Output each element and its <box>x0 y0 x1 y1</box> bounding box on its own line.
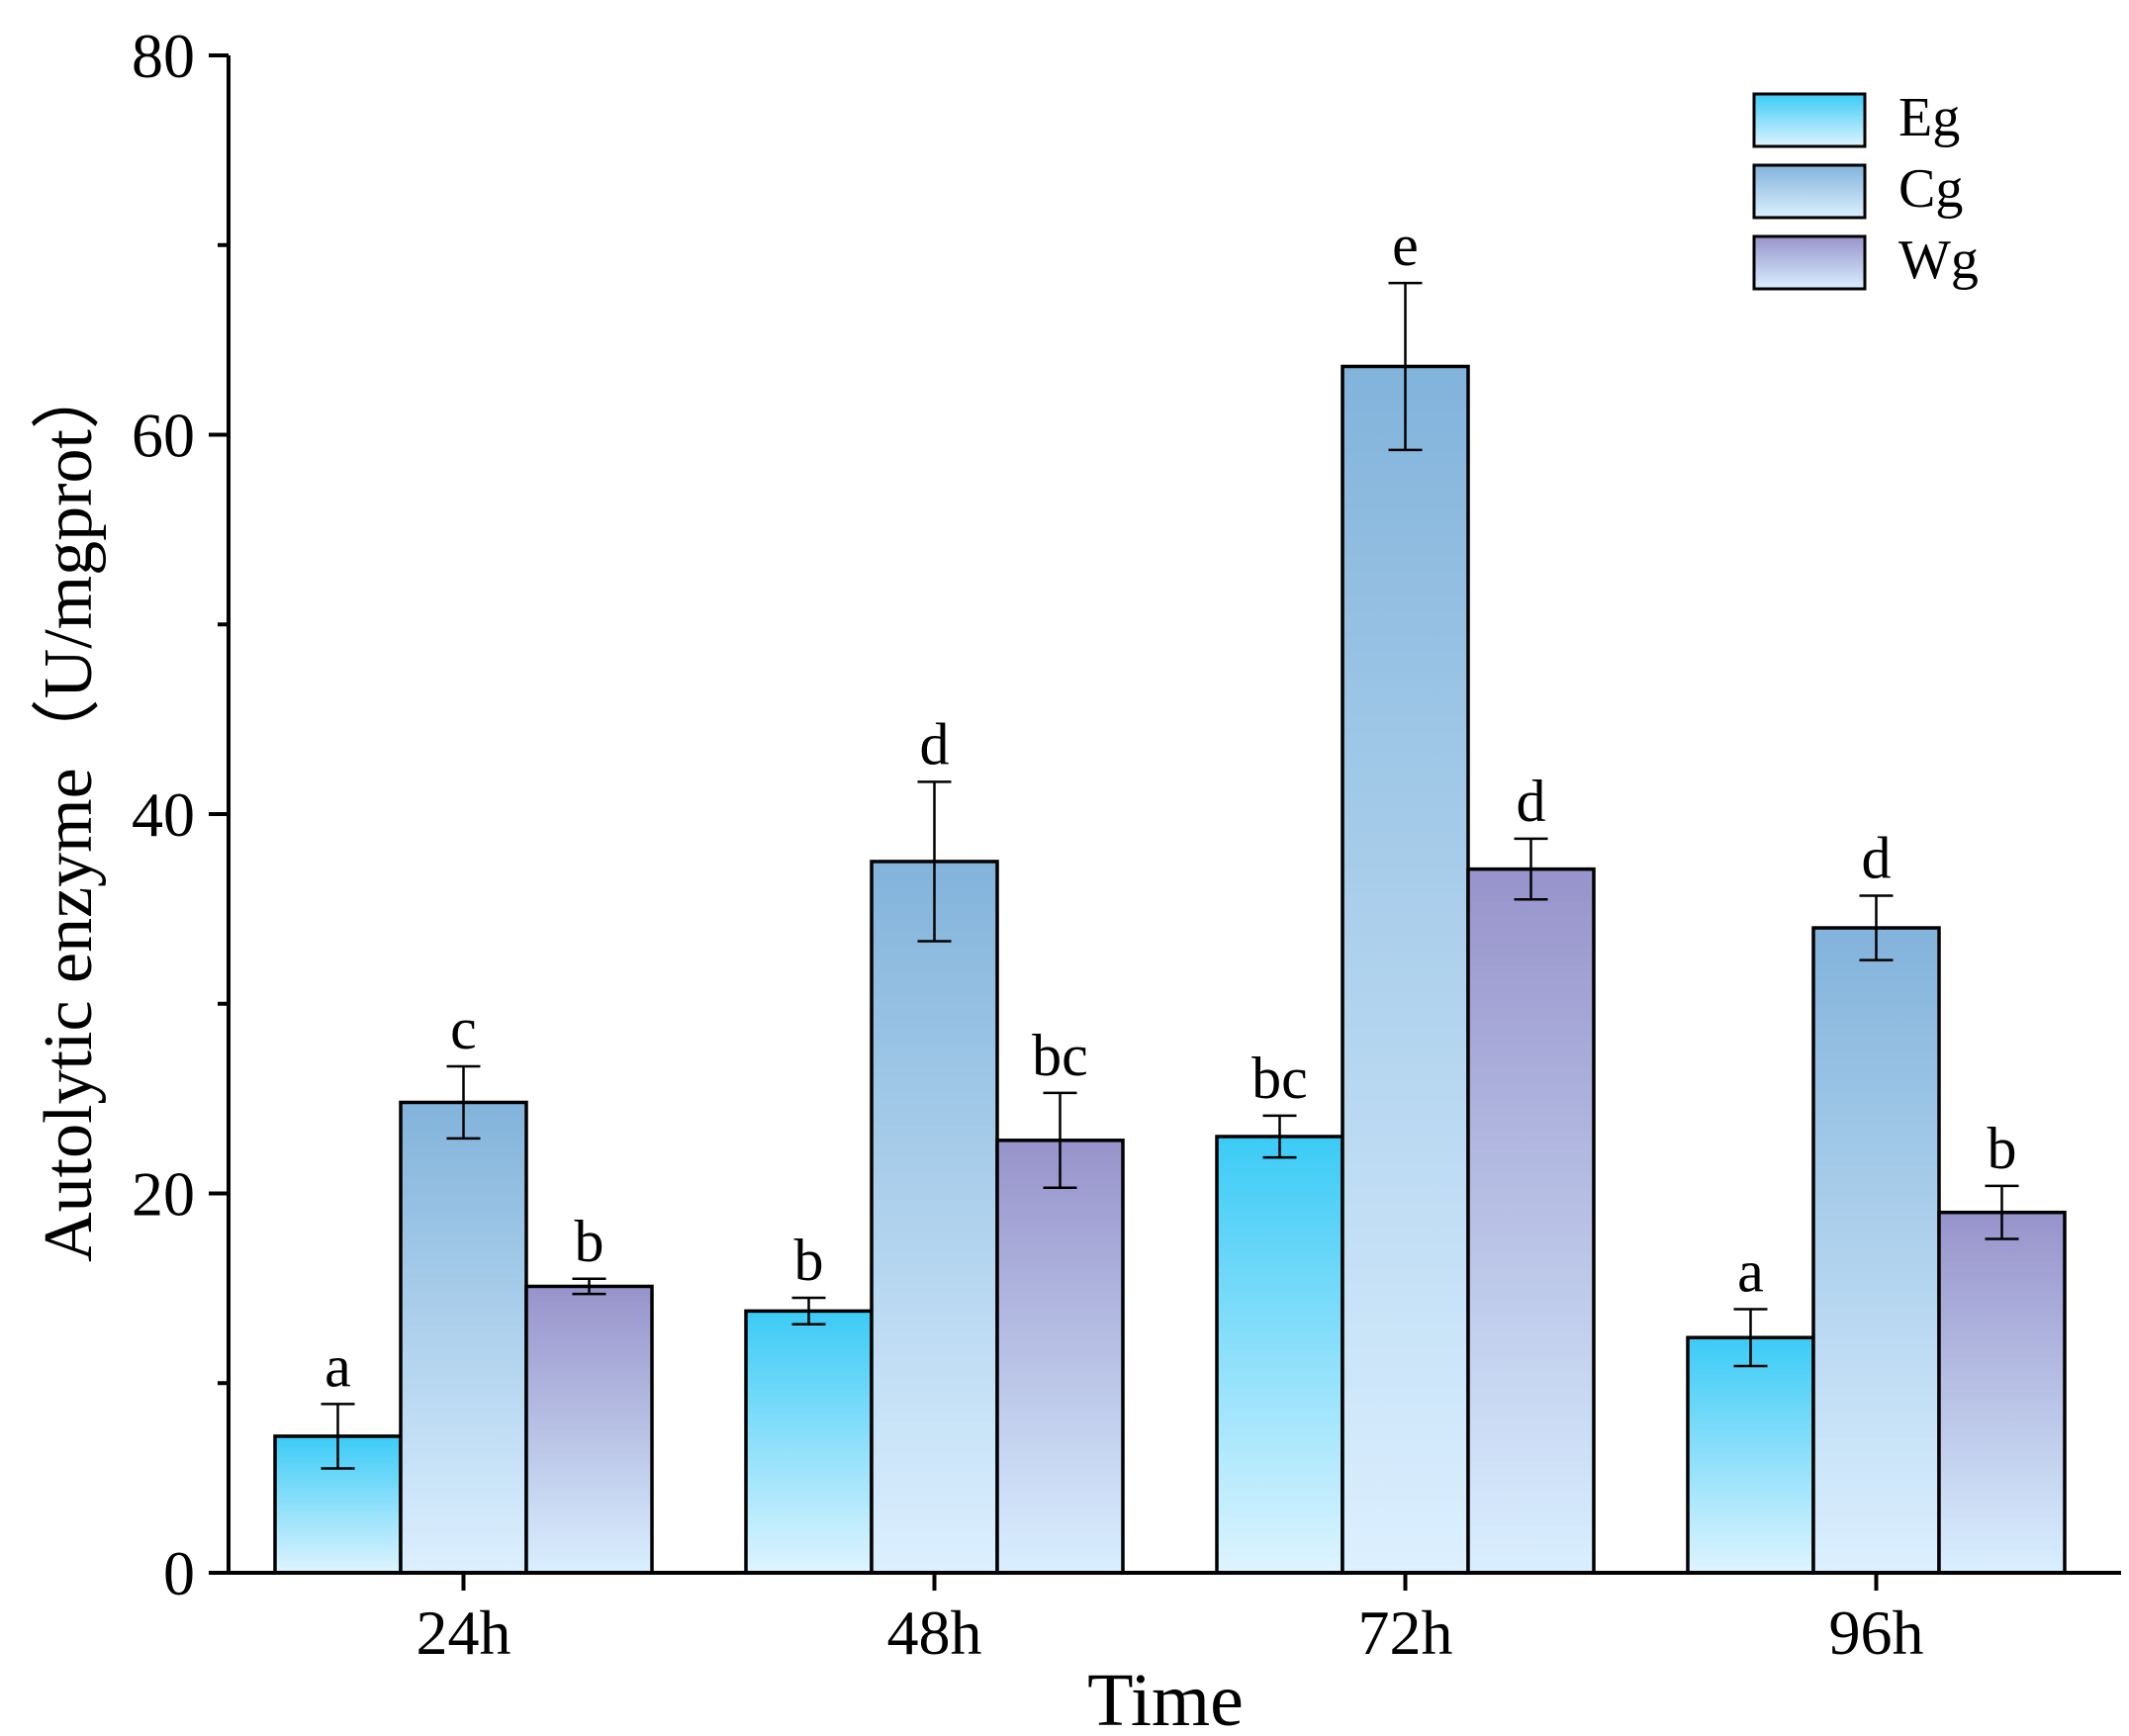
bar-wg-24h <box>524 1284 654 1575</box>
legend-swatch-wg <box>1752 234 1867 291</box>
legend: Eg Cg Wg <box>1752 87 1979 291</box>
bar-cg-72h <box>1341 364 1470 1575</box>
bar-wg-96h <box>1937 1210 2067 1575</box>
y-ticks-layer: 0 20 40 60 80 <box>132 21 229 1608</box>
x-tick-label: 48h <box>887 1598 982 1668</box>
bar-eg-72h <box>1215 1135 1344 1575</box>
bars-layer <box>273 364 2067 1575</box>
legend-label-cg: Cg <box>1898 158 1963 220</box>
significance-label: d <box>920 711 950 777</box>
significance-label: bc <box>1032 1023 1088 1088</box>
bar-cg-96h <box>1811 926 1941 1575</box>
significance-label: c <box>450 996 477 1061</box>
significance-label: d <box>1862 825 1892 890</box>
x-tick-labels-layer: 24h 48h 72h 96h <box>417 1573 1924 1668</box>
x-axis-title: Time <box>1087 1659 1244 1736</box>
error-bars-layer <box>321 281 2019 1470</box>
y-tick-label: 20 <box>132 1159 195 1230</box>
x-tick-label: 24h <box>417 1598 511 1668</box>
bar-eg-96h <box>1686 1335 1815 1575</box>
bar-cg-24h <box>399 1100 528 1575</box>
y-tick-label: 60 <box>132 401 195 471</box>
x-tick-label: 72h <box>1358 1598 1453 1668</box>
legend-swatch-eg <box>1752 92 1867 148</box>
significance-label: b <box>1988 1116 2017 1181</box>
y-tick-label: 40 <box>132 779 195 850</box>
bar-cg-48h <box>870 860 999 1575</box>
x-tick-label: 96h <box>1829 1598 1924 1668</box>
y-tick-label: 0 <box>163 1538 195 1608</box>
y-tick-label: 80 <box>132 21 195 91</box>
legend-swatch-cg <box>1752 163 1867 220</box>
significance-label: b <box>575 1209 604 1274</box>
legend-label-eg: Eg <box>1898 87 1960 148</box>
significance-label: e <box>1392 213 1419 278</box>
legend-label-wg: Wg <box>1898 229 1979 291</box>
significance-labels-layer: a c b b d bc bc e d a d b <box>324 213 2016 1399</box>
significance-label: bc <box>1251 1046 1308 1111</box>
significance-label: a <box>1737 1238 1764 1304</box>
y-axis-title: Autolytic enzyme（U/mgprot） <box>31 360 107 1262</box>
significance-label: a <box>324 1333 351 1399</box>
significance-label: d <box>1517 769 1546 834</box>
bar-wg-48h <box>995 1139 1125 1575</box>
significance-label: b <box>794 1228 824 1293</box>
bar-wg-72h <box>1466 867 1596 1575</box>
bar-eg-48h <box>744 1309 874 1575</box>
